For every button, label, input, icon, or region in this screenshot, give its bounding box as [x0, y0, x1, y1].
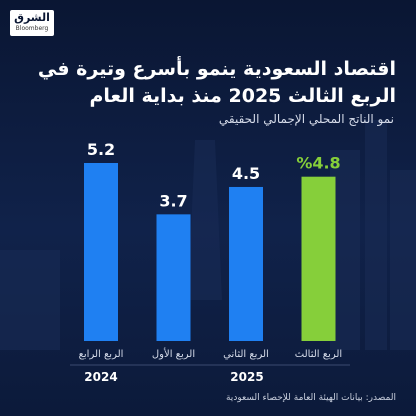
x-tick-label: الربع الثاني — [223, 349, 269, 360]
bar — [301, 176, 336, 341]
x-tick-label: الربع الأول — [152, 347, 195, 360]
source-note: المصدر: بيانات الهيئة العامة للإحصاء الس… — [225, 393, 396, 403]
value-label: 3.7 — [159, 191, 187, 210]
logo: الشرق Bloomberg — [10, 10, 54, 36]
logo-brand: Bloomberg — [15, 25, 49, 32]
chart-subtitle: نمو الناتج المحلي الإجمالي الحقيقي — [218, 112, 394, 126]
skyline — [0, 120, 416, 350]
group-label: 2025 — [230, 370, 263, 384]
x-tick-label: الربع الثالث — [295, 349, 342, 360]
value-label: %4.8 — [296, 154, 340, 173]
value-label: 4.5 — [232, 164, 260, 183]
group-label: 2024 — [84, 370, 117, 384]
value-label: 5.2 — [87, 140, 115, 159]
logo-name: الشرق — [14, 11, 50, 24]
bar — [156, 214, 191, 341]
chart-title: اقتصاد السعودية ينمو بأسرع وتيرة في الرب… — [37, 58, 396, 107]
x-tick-label: الربع الرابع — [79, 349, 124, 360]
bar — [229, 186, 263, 341]
bar — [84, 163, 118, 341]
